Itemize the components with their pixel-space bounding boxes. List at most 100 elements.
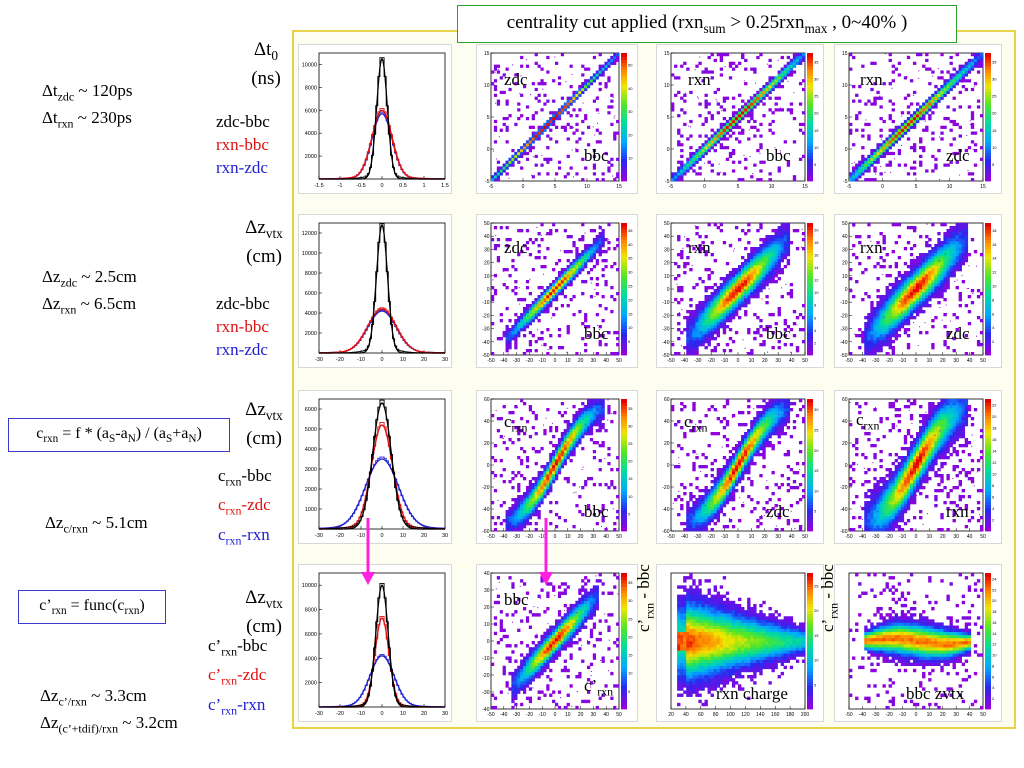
heatmap-cell bbox=[716, 334, 721, 338]
heatmap-cell bbox=[964, 304, 969, 308]
heatmap-cell bbox=[686, 525, 690, 529]
heatmap-cell bbox=[768, 277, 772, 281]
heatmap-cell bbox=[876, 316, 880, 320]
heatmap-cell bbox=[750, 99, 754, 103]
heatmap-cell bbox=[925, 298, 929, 302]
heatmap-cell bbox=[604, 483, 608, 487]
heatmap-cell bbox=[601, 504, 605, 508]
colorbar-segment bbox=[621, 298, 627, 303]
heatmap-cell bbox=[557, 111, 562, 115]
heatmap-cell bbox=[587, 79, 591, 83]
heatmap-cell bbox=[958, 125, 962, 129]
heatmap-cell bbox=[970, 238, 975, 242]
heatmap-cell bbox=[713, 507, 717, 511]
heatmap-cell bbox=[750, 271, 754, 275]
heatmap-cell bbox=[765, 283, 769, 287]
heatmap-cell bbox=[531, 513, 535, 517]
outlier-point bbox=[743, 298, 745, 300]
heatmap-cell bbox=[771, 244, 775, 248]
heatmap-cell bbox=[873, 313, 877, 317]
heatmap-cell bbox=[912, 298, 917, 302]
heatmap-cell bbox=[557, 166, 562, 170]
heatmap-cell bbox=[686, 160, 690, 164]
heatmap-cell bbox=[531, 313, 535, 317]
heatmap-cell bbox=[765, 238, 769, 242]
heatmap-cell bbox=[934, 316, 938, 320]
colorbar-segment bbox=[807, 308, 813, 313]
heatmap-cell bbox=[525, 247, 530, 251]
heatmap-cell bbox=[952, 96, 956, 100]
heatmap-cell bbox=[955, 286, 959, 290]
heatmap-cell bbox=[864, 102, 868, 106]
heatmap-cell bbox=[698, 501, 702, 505]
outlier-point bbox=[780, 57, 782, 59]
heatmap-cell bbox=[734, 226, 739, 230]
heatmap-cell bbox=[738, 160, 742, 164]
heatmap-cell bbox=[683, 522, 687, 526]
outlier-point bbox=[600, 253, 602, 255]
heatmap-cell bbox=[502, 468, 506, 472]
heatmap-cell bbox=[566, 172, 570, 176]
heatmap-cell bbox=[710, 301, 714, 305]
heatmap-cell bbox=[922, 105, 926, 109]
heatmap-cell bbox=[753, 286, 757, 290]
heatmap-cell bbox=[525, 105, 530, 109]
heatmap-cell bbox=[934, 85, 938, 89]
heatmap-cell bbox=[958, 295, 962, 299]
heatmap-cell bbox=[765, 247, 769, 251]
heatmap-cell bbox=[520, 325, 524, 329]
heatmap-cell bbox=[604, 259, 608, 263]
heatmap-cell bbox=[946, 87, 950, 92]
heatmap-cell bbox=[575, 441, 579, 445]
heatmap-cell bbox=[528, 304, 533, 308]
heatmap-cell bbox=[958, 250, 962, 254]
heatmap-cell bbox=[713, 486, 717, 490]
heatmap-cell bbox=[589, 268, 594, 272]
heatmap-cell bbox=[786, 262, 791, 266]
heatmap-cell bbox=[560, 432, 565, 436]
heatmap-cell bbox=[952, 76, 956, 80]
heatmap-cell bbox=[578, 87, 582, 92]
colorbar-segment bbox=[807, 451, 813, 456]
heatmap-cell bbox=[946, 256, 950, 260]
colorbar-segment bbox=[621, 302, 627, 306]
x-tick-label: -30 bbox=[872, 358, 879, 364]
x-tick-label: 10 bbox=[400, 533, 406, 539]
x-tick-label: -30 bbox=[694, 534, 701, 540]
colorbar-segment bbox=[807, 325, 813, 329]
colorbar-segment bbox=[621, 242, 627, 247]
heatmap-cell bbox=[508, 510, 512, 514]
heatmap-cell bbox=[528, 322, 533, 326]
heatmap-cell bbox=[713, 313, 717, 317]
heatmap-cell bbox=[589, 250, 594, 254]
heatmap-cell bbox=[677, 352, 681, 356]
heatmap-cell bbox=[722, 292, 727, 296]
heatmap-cell bbox=[549, 480, 553, 484]
heatmap-cell bbox=[581, 262, 585, 266]
formula-box-cprime-rxn: c’rxn = func(crxn) bbox=[18, 590, 166, 624]
heatmap-cell bbox=[922, 292, 926, 296]
heatmap-cell bbox=[698, 114, 702, 118]
colorbar-segment bbox=[985, 252, 991, 257]
heatmap-cell bbox=[741, 53, 745, 57]
heatmap-cell bbox=[713, 140, 717, 144]
heatmap-cell bbox=[897, 235, 902, 239]
heatmap-cell bbox=[517, 325, 521, 329]
heatmap-cell bbox=[756, 265, 760, 269]
heatmap-cell bbox=[698, 325, 702, 329]
heatmap-cell bbox=[934, 250, 938, 254]
heatmap-cell bbox=[680, 498, 684, 502]
heatmap-cell bbox=[741, 178, 745, 182]
heatmap-cell bbox=[744, 247, 748, 251]
plot-area bbox=[318, 398, 446, 530]
heatmap-cell bbox=[557, 411, 562, 415]
heatmap-cell bbox=[701, 504, 705, 508]
heatmap-cell bbox=[900, 122, 905, 127]
outlier-point bbox=[785, 283, 787, 285]
heatmap-cell bbox=[592, 149, 597, 153]
heatmap-cell bbox=[613, 486, 617, 490]
heatmap-cell bbox=[601, 241, 605, 245]
heatmap-cell bbox=[514, 337, 518, 341]
heatmap-cell bbox=[759, 160, 763, 164]
heatmap-cell bbox=[552, 477, 556, 481]
